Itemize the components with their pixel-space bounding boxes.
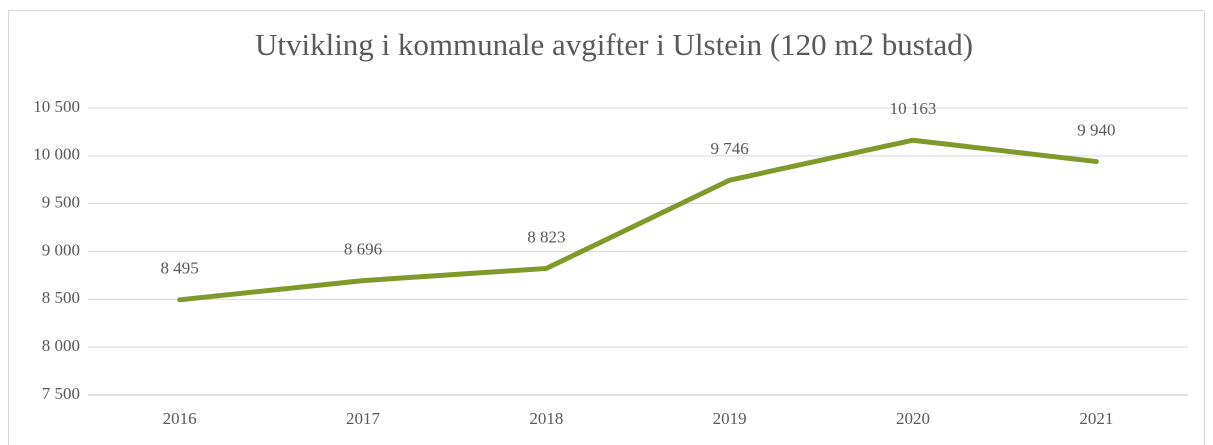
data-line	[177, 137, 1099, 303]
x-tick-label: 2017	[346, 409, 381, 428]
data-label: 8 696	[344, 239, 382, 258]
y-tick-label: 7 500	[42, 384, 80, 403]
data-label: 8 495	[161, 259, 199, 278]
y-tick-label: 8 500	[42, 288, 80, 307]
y-tick-label: 10 500	[33, 97, 80, 116]
y-tick-label: 10 000	[33, 145, 80, 164]
x-tick-label: 2020	[896, 409, 930, 428]
x-tick-label: 2016	[163, 409, 197, 428]
y-tick-label: 8 000	[42, 336, 80, 355]
y-tick-label: 9 000	[42, 240, 80, 259]
data-label: 9 940	[1077, 120, 1115, 139]
x-tick-label: 2018	[529, 409, 563, 428]
data-label: 8 823	[527, 227, 565, 246]
chart-border	[8, 10, 1205, 445]
data-label: 10 163	[890, 99, 937, 118]
x-tick-label: 2019	[713, 409, 747, 428]
y-tick-label: 9 500	[42, 193, 80, 212]
chart-title: Utvikling i kommunale avgifter i Ulstein…	[255, 27, 973, 62]
x-tick-label: 2021	[1079, 409, 1113, 428]
data-label: 9 746	[711, 139, 749, 158]
